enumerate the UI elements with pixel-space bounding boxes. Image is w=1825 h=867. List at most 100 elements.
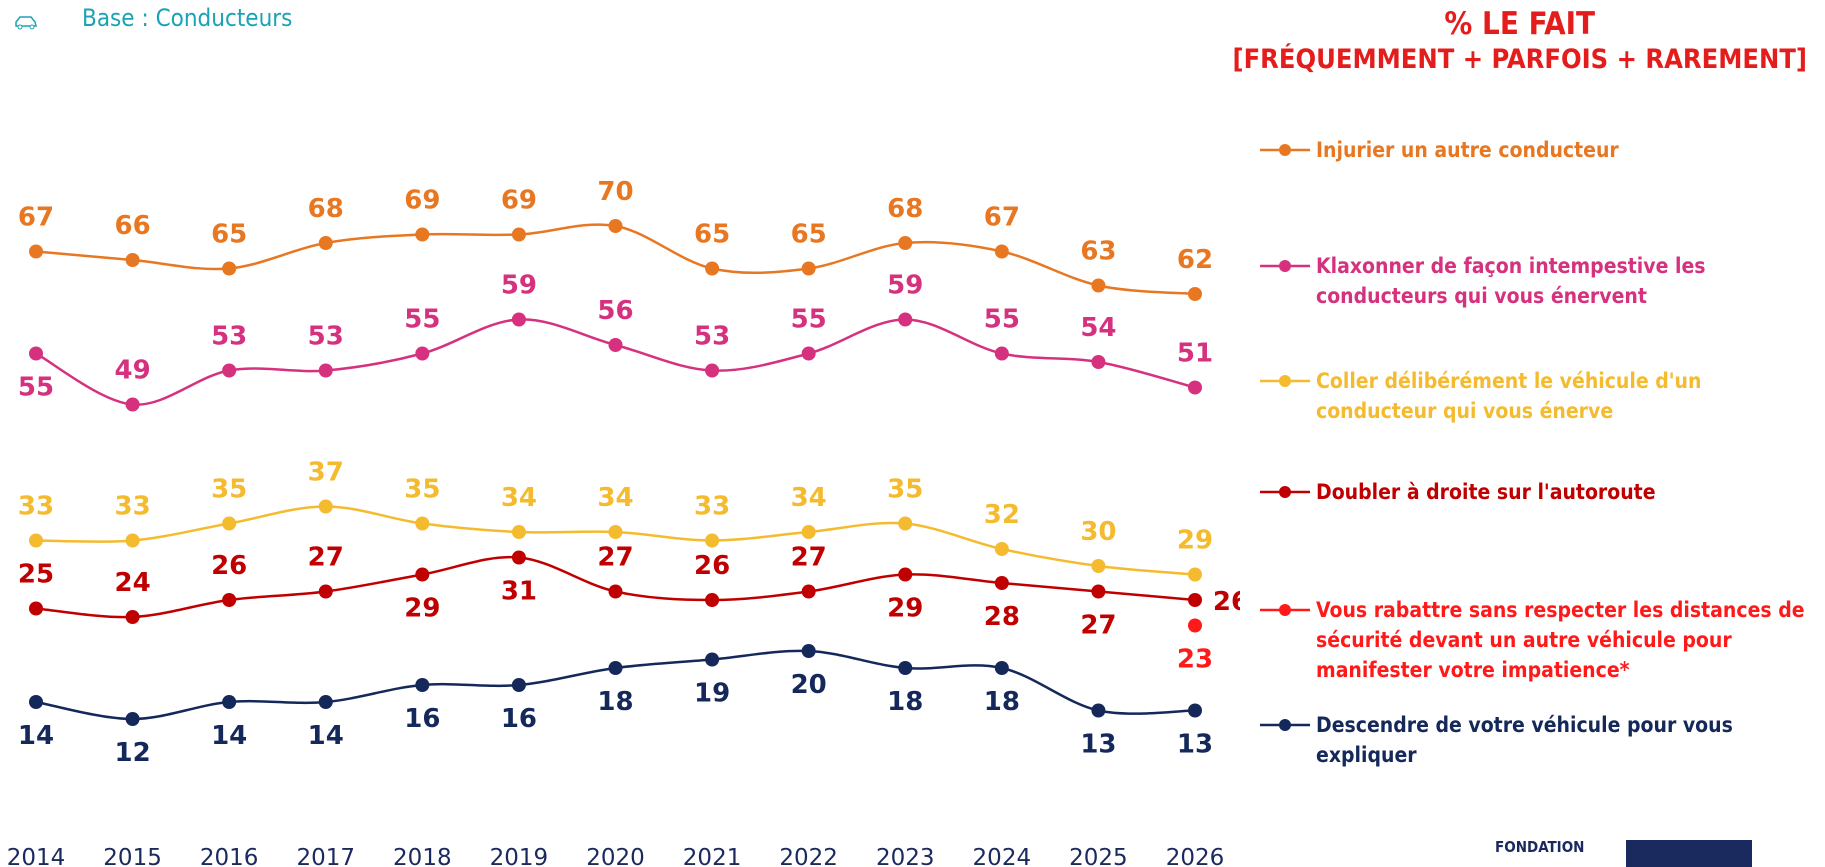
legend-entry: Descendre de votre véhicule pour vous ex… <box>1258 710 1818 770</box>
data-label: 59 <box>887 271 923 301</box>
x-tick-label: 2018 <box>393 845 452 867</box>
data-point <box>1091 559 1106 573</box>
legend-label: Vous rabattre sans respecter les distanc… <box>1316 598 1805 682</box>
data-label: 65 <box>211 220 247 250</box>
header: % LE FAIT [FRÉQUEMMENT + PARFOIS + RAREM… <box>1232 6 1807 78</box>
data-point <box>705 593 720 607</box>
data-point <box>1188 567 1202 582</box>
series-line <box>35 223 1196 296</box>
data-label: 16 <box>501 704 537 734</box>
data-label: 65 <box>694 220 730 250</box>
data-point <box>318 695 333 709</box>
data-point <box>29 533 43 548</box>
data-point <box>222 593 237 607</box>
data-point <box>994 346 1009 361</box>
car-icon <box>15 16 37 30</box>
legend-entry: Coller délibérément le véhicule d'un con… <box>1258 366 1818 426</box>
x-tick-label: 2026 <box>1166 845 1225 867</box>
data-point <box>318 236 333 250</box>
legend-swatch <box>1260 604 1310 616</box>
data-label: 24 <box>114 568 150 598</box>
data-point <box>898 516 913 531</box>
header-line: % LE FAIT <box>1444 6 1596 42</box>
legend-swatch <box>1260 719 1310 731</box>
subtitle: Base : Conducteurs <box>82 4 293 32</box>
data-point <box>511 227 526 242</box>
legend-entry: Injurier un autre conducteur <box>1258 135 1818 165</box>
data-point <box>801 525 816 539</box>
data-label: 53 <box>211 322 247 352</box>
data-label: 67 <box>984 203 1020 233</box>
data-point <box>898 312 913 327</box>
data-label: 33 <box>694 492 730 522</box>
data-label: 27 <box>308 543 344 573</box>
legend-swatch <box>1260 260 1310 272</box>
data-label: 27 <box>597 543 633 573</box>
data-label: 66 <box>114 211 150 241</box>
legend-swatch <box>1260 375 1310 387</box>
data-point <box>415 346 430 361</box>
data-point <box>318 499 333 514</box>
legend-label: Klaxonner de façon intempestive les cond… <box>1316 254 1706 308</box>
data-label: 33 <box>114 492 150 522</box>
x-tick-label: 2020 <box>586 845 645 867</box>
data-label: 25 <box>18 560 54 590</box>
data-point <box>222 261 237 276</box>
data-label: 35 <box>404 475 440 505</box>
data-point <box>801 644 816 658</box>
x-tick-label: 2016 <box>200 845 259 867</box>
data-label: 55 <box>984 305 1020 335</box>
data-point <box>415 567 430 582</box>
header-line: [FRÉQUEMMENT + PARFOIS + RAREMENT] <box>1232 44 1807 75</box>
data-label: 69 <box>501 186 537 216</box>
data-point <box>125 253 140 267</box>
data-label: 26 <box>694 551 730 581</box>
data-point <box>608 219 623 233</box>
data-label: 12 <box>114 738 150 768</box>
data-point <box>705 261 720 276</box>
data-label: 62 <box>1177 245 1213 275</box>
legend-entry: Doubler à droite sur l'autoroute <box>1258 477 1818 507</box>
x-tick-label: 2014 <box>7 845 66 867</box>
data-point <box>415 678 430 692</box>
data-label: 34 <box>791 483 827 513</box>
data-label: 54 <box>1080 313 1116 343</box>
data-label: 18 <box>597 687 633 717</box>
data-point <box>801 346 816 361</box>
data-label: 26 <box>211 551 247 581</box>
data-point <box>415 227 430 242</box>
data-label: 55 <box>18 373 54 403</box>
data-point <box>511 525 526 539</box>
data-point <box>994 661 1009 675</box>
data-label: 23 <box>1177 645 1213 675</box>
data-point <box>1091 278 1106 293</box>
data-label: 16 <box>404 704 440 734</box>
data-label: 20 <box>791 670 827 700</box>
data-point <box>801 584 816 599</box>
data-point <box>1188 618 1202 633</box>
data-point <box>1091 703 1106 718</box>
data-point <box>898 661 913 675</box>
legend-entry: Klaxonner de façon intempestive les cond… <box>1258 251 1818 311</box>
data-point <box>415 516 430 531</box>
data-point <box>1188 703 1202 718</box>
data-label: 29 <box>1177 526 1213 556</box>
data-label: 49 <box>114 356 150 386</box>
data-point <box>222 516 237 531</box>
data-label: 55 <box>404 305 440 335</box>
data-label: 68 <box>887 194 923 224</box>
data-point <box>125 712 140 726</box>
data-label: 13 <box>1177 730 1213 760</box>
x-tick-label: 2025 <box>1069 845 1128 867</box>
data-label: 51 <box>1177 339 1213 369</box>
data-label: 29 <box>887 594 923 624</box>
data-point <box>1188 287 1202 301</box>
data-label: 28 <box>984 602 1020 632</box>
data-label: 26 <box>1213 587 1240 617</box>
data-point <box>608 584 623 599</box>
data-label: 53 <box>694 322 730 352</box>
data-label: 29 <box>404 594 440 624</box>
data-point <box>222 363 237 378</box>
logo-box <box>1626 840 1752 867</box>
